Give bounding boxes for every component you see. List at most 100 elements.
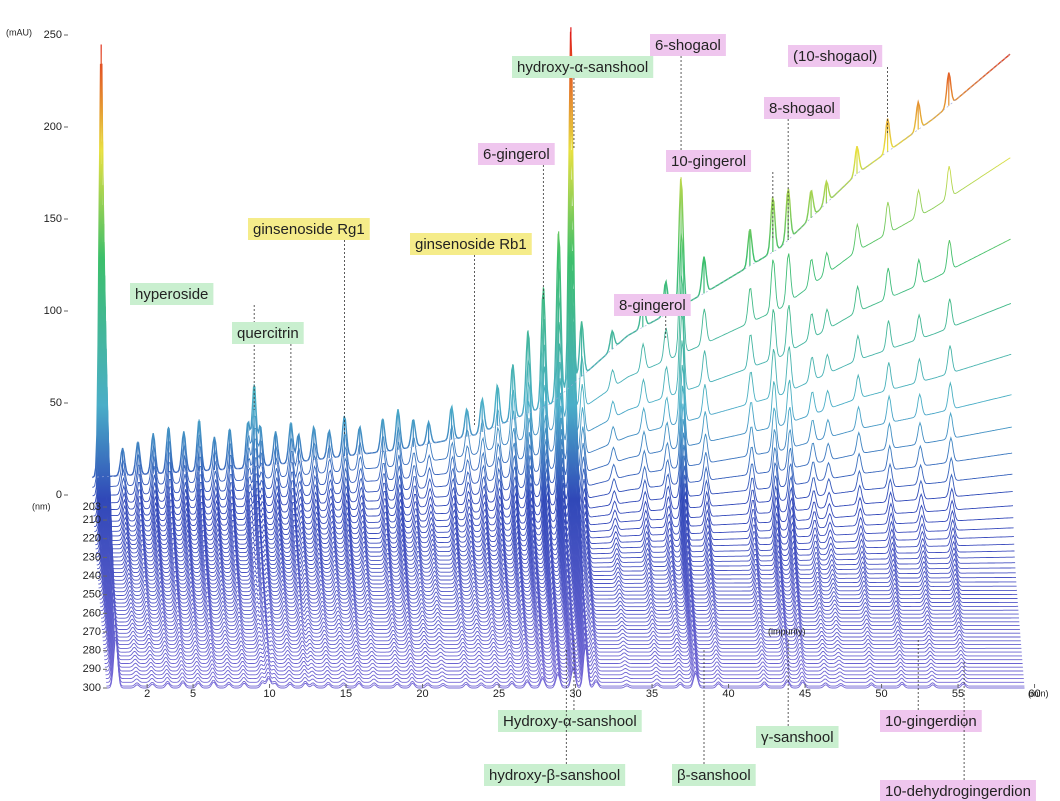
label-text: quercitrin xyxy=(237,325,299,342)
z-tick-label: 240 xyxy=(83,570,101,582)
trace xyxy=(99,463,1018,600)
y-tick-label: 200 xyxy=(44,121,62,133)
label-box xyxy=(614,294,691,316)
annotation: Hydroxy-α-sanshool xyxy=(498,640,642,732)
label-text: Hydroxy-α-sanshool xyxy=(503,713,637,730)
trace xyxy=(105,624,1024,680)
z-tick-label: 290 xyxy=(83,663,101,675)
overlay: 050100150200250(mAU)20321022023024025026… xyxy=(6,27,1049,801)
trace xyxy=(106,630,1025,683)
trace xyxy=(97,398,1016,577)
trace xyxy=(100,500,1019,615)
annotation: 10-gingerol xyxy=(666,150,774,240)
trace xyxy=(95,321,1014,554)
trace xyxy=(95,291,1014,546)
label-text: β-sanshool xyxy=(677,767,751,784)
trace xyxy=(101,517,1020,623)
trace xyxy=(98,442,1017,593)
trace xyxy=(93,205,1012,522)
z-tick-label: 203 xyxy=(83,501,101,513)
trace xyxy=(92,77,1011,488)
label-text: 10-gingerdion xyxy=(885,713,977,730)
trace xyxy=(99,453,1018,596)
x-tick-label: 45 xyxy=(799,688,811,700)
trace xyxy=(102,549,1021,638)
label-text: hyperoside xyxy=(135,286,208,303)
label-box xyxy=(764,97,840,119)
annotation: hydroxy-β-sanshool xyxy=(484,650,626,786)
x-tick-label: 15 xyxy=(340,688,352,700)
label-text: 8-gingerol xyxy=(619,297,686,314)
label-box xyxy=(498,710,642,732)
z-axis-label: (nm) xyxy=(32,501,51,511)
y-tick-label: 0 xyxy=(56,489,62,501)
trace xyxy=(93,185,1012,517)
trace xyxy=(101,525,1020,627)
label-text: 6-gingerol xyxy=(483,146,550,163)
label-box xyxy=(232,322,304,344)
z-tick-label: 300 xyxy=(83,682,101,694)
label-box xyxy=(512,56,654,78)
x-tick-label: 10 xyxy=(263,688,275,700)
x-tick-label: 30 xyxy=(569,688,581,700)
x-tick-label: 60 xyxy=(1028,688,1040,700)
annotation: hyperoside xyxy=(130,283,255,410)
annotation: 6-gingerol xyxy=(478,143,555,300)
label-box xyxy=(650,34,726,56)
label-text: (10-shogaol) xyxy=(793,48,877,65)
x-tick-label: 25 xyxy=(493,688,505,700)
trace xyxy=(104,599,1023,664)
trace xyxy=(103,571,1022,649)
label-text: ginsenoside Rg1 xyxy=(253,221,365,238)
trace xyxy=(97,386,1016,574)
y-tick-label: 50 xyxy=(50,397,62,409)
label-box xyxy=(410,233,532,255)
annotation: 10-gingerdion xyxy=(880,640,982,732)
x-tick-label: 35 xyxy=(646,688,658,700)
annotation: 10-dehydrogingerdion xyxy=(880,660,1036,801)
trace xyxy=(104,592,1023,661)
baseline xyxy=(91,53,1011,478)
trace xyxy=(104,605,1023,668)
annotation: 6-shogaol xyxy=(650,34,726,170)
label-box xyxy=(130,283,214,305)
trace xyxy=(102,541,1021,634)
label-box xyxy=(880,780,1036,801)
annotation: 8-gingerol xyxy=(614,294,691,340)
z-tick-label: 220 xyxy=(83,533,101,545)
x-tick-label: 2 xyxy=(144,688,150,700)
x-tick-label: 50 xyxy=(875,688,887,700)
impurity-label: (impurity) xyxy=(768,626,806,636)
trace xyxy=(105,618,1024,676)
trace xyxy=(95,306,1014,550)
x-tick-label: 55 xyxy=(952,688,964,700)
y-axis-label: (mAU) xyxy=(6,27,32,37)
annotation: β-sanshool xyxy=(672,650,756,786)
trace xyxy=(101,533,1020,630)
trace xyxy=(106,639,1025,689)
y-tick-label: 250 xyxy=(44,29,62,41)
label-text: ginsenoside Rb1 xyxy=(415,236,527,253)
label-text: hydroxy-β-sanshool xyxy=(489,767,620,784)
trace xyxy=(98,421,1017,585)
trace xyxy=(105,612,1024,672)
label-box xyxy=(248,218,370,240)
trace xyxy=(96,348,1015,562)
label-box xyxy=(478,143,555,165)
trace xyxy=(97,410,1016,581)
label-text: 10-dehydrogingerdion xyxy=(885,783,1031,800)
trace xyxy=(96,335,1015,558)
annotation: γ-sanshool xyxy=(756,640,839,748)
trace xyxy=(100,482,1019,608)
y-tick-label: 150 xyxy=(44,213,62,225)
trace xyxy=(96,361,1015,566)
trace xyxy=(104,585,1022,657)
label-box xyxy=(672,764,756,786)
x-tick-label: 20 xyxy=(416,688,428,700)
z-tick-label: 270 xyxy=(83,626,101,638)
x-tick-label: 5 xyxy=(190,688,196,700)
trace xyxy=(97,374,1016,570)
trace xyxy=(102,557,1021,642)
